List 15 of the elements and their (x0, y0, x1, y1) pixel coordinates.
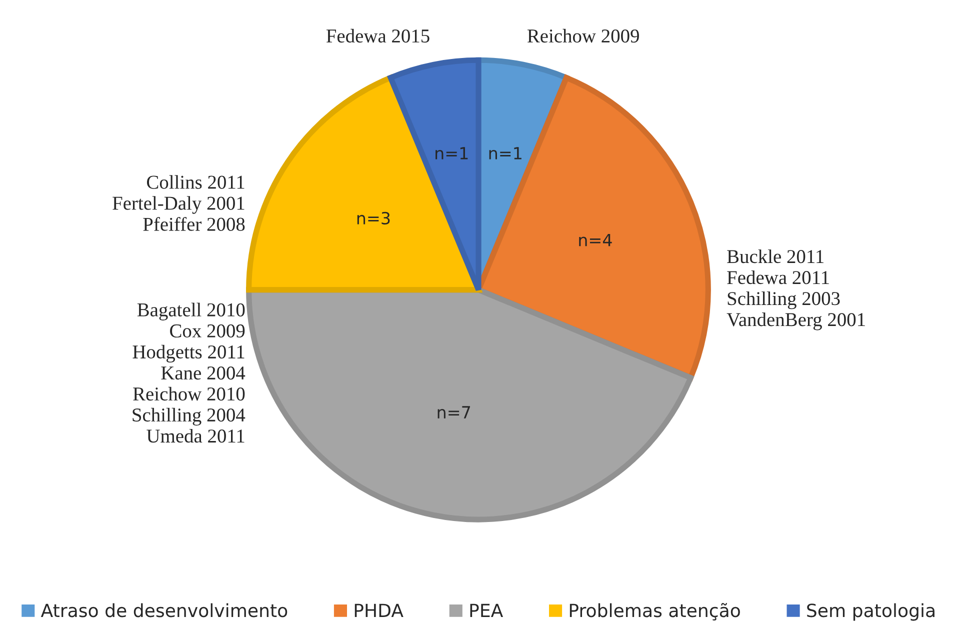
text: Reichow 2009 (527, 28, 639, 43)
text: Collins 2011 Fertel-Daly 2001 Pfeiffer 2008 (112, 175, 245, 231)
data-label: n=1 (436, 147, 468, 160)
text: Bagatell 2010 Cox 2009 Hodgetts 2011 Kane 2004 Reichow 2010 Schilling 2004 Umeda 2011 (132, 302, 246, 443)
data-label: n=4 (579, 234, 612, 246)
data-label: n=7 (438, 406, 470, 418)
data-label: n=1 (489, 147, 522, 160)
legend-label: Problemas atenção (570, 602, 740, 620)
text: Buckle 2011 Fedewa 2011 Schilling 2003 VandenBerg 2001 (726, 249, 865, 330)
data-label: n=3 (357, 212, 390, 224)
text: Fedewa 2015 (326, 28, 430, 43)
legend-label: PHDA (354, 604, 404, 617)
legend-label: Atraso de desenvolvimento (40, 603, 288, 618)
legend-label: Sem patologia (807, 603, 934, 621)
legend-label: PEA (470, 604, 504, 617)
